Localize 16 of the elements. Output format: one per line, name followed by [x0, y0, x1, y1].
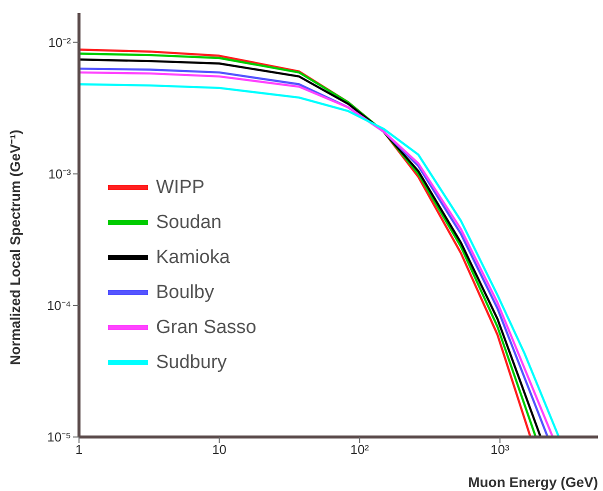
y-tick-label: 10⁻⁵: [47, 430, 71, 445]
x-tick-label: 10: [212, 442, 227, 458]
legend-label: Soudan: [156, 212, 222, 234]
x-tick-label: 10³: [490, 442, 510, 458]
y-axis-title: Normalized Local Spectrum (GeV⁻¹): [6, 130, 23, 365]
legend-label: Boulby: [156, 282, 214, 304]
legend-label: Gran Sasso: [156, 316, 256, 338]
y-tick-label: 10⁻⁴: [46, 298, 71, 314]
legend-label: Sudbury: [156, 352, 227, 374]
y-tick-label: 10⁻²: [48, 34, 72, 50]
x-tick-label: 1: [75, 442, 83, 458]
legend-label: Kamioka: [156, 246, 230, 268]
y-tick-label: 10⁻³: [48, 166, 72, 182]
legend-label: WIPP: [156, 176, 205, 198]
x-tick-label: 10²: [350, 442, 370, 458]
x-axis-title: Muon Energy (GeV): [468, 474, 598, 490]
